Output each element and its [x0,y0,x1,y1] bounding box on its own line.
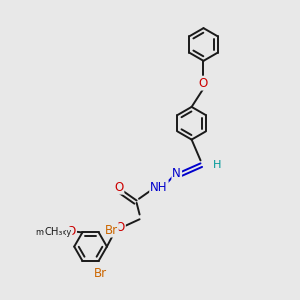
Text: N: N [172,167,181,180]
Text: CH₃: CH₃ [44,227,63,237]
Text: O: O [199,76,208,90]
Text: Br: Br [94,267,107,280]
Text: O: O [67,225,76,238]
Text: O: O [114,181,123,194]
Text: H: H [213,160,221,170]
Text: NH: NH [150,181,168,194]
Text: O: O [116,221,125,234]
Text: Br: Br [105,224,118,237]
Text: methoxy: methoxy [35,228,72,237]
